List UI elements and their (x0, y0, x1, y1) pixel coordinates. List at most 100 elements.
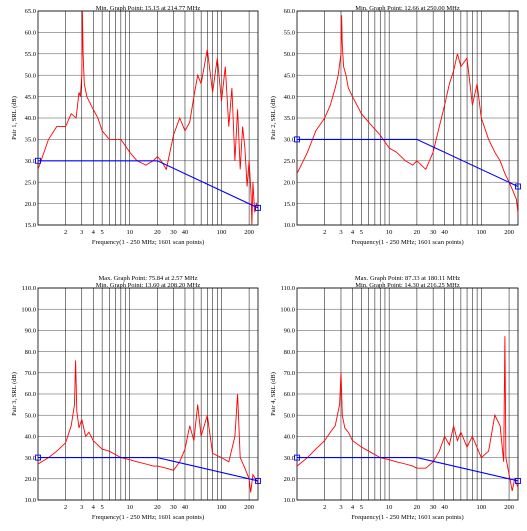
y-tick-label: 60.0 (25, 391, 36, 398)
y-tick-label: 60.0 (284, 391, 295, 398)
y-tick-label: 10.0 (284, 497, 295, 504)
x-tick-label: 40 (182, 229, 189, 236)
y-tick-label: 65.0 (25, 8, 36, 15)
y-tick-label: 20.0 (284, 476, 295, 483)
chart-header-2: Min. Graph Point: 13.60 at 208.20 MHz (96, 282, 201, 289)
x-tick-label: 20 (414, 504, 421, 511)
x-tick-label: 100 (476, 504, 486, 511)
y-tick-label: 15.0 (25, 222, 36, 229)
y-tick-label: 35.0 (284, 115, 295, 122)
x-tick-label: 40 (441, 229, 448, 236)
y-tick-label: 50.0 (25, 72, 36, 79)
x-tick-label: 4 (92, 504, 96, 511)
srl-series-line (37, 360, 259, 493)
y-tick-label: 50.0 (25, 412, 36, 419)
chart-header-2: Min. Graph Point: 14.30 at 216.25 MHz (355, 282, 460, 289)
limit-series-line (38, 160, 259, 209)
x-tick-label: 200 (244, 504, 254, 511)
x-tick-label: 10 (386, 229, 393, 236)
x-tick-label: 5 (360, 229, 363, 236)
x-tick-label: 200 (504, 229, 514, 236)
limit-series-line (297, 138, 519, 187)
y-axis-label: Pair 1, SRL (dB) (11, 96, 18, 140)
chart-header-1: Max. Graph Point: 87.33 at 180.11 MHz (355, 275, 460, 282)
srl-series-line (296, 15, 519, 214)
plot-frame (37, 287, 259, 501)
srl-series-line (37, 10, 259, 225)
limit-series-line (297, 457, 519, 482)
y-tick-label: 20.0 (25, 476, 36, 483)
plot-frame (37, 10, 259, 226)
y-tick-label: 45.0 (284, 72, 295, 79)
x-tick-label: 10 (126, 229, 133, 236)
chart-panel-2: Min. Graph Point: 12.66 at 250.00 MHz 10.… (270, 5, 521, 246)
y-tick-label: 20.0 (284, 179, 295, 186)
y-tick-label: 50.0 (284, 412, 295, 419)
chart-header-1: Max. Graph Point: 75.84 at 2.57 MHz (98, 275, 197, 282)
x-tick-label: 4 (351, 229, 355, 236)
chart-panel-1: Min. Graph Point: 15.15 at 214.77 MHz 15.… (11, 5, 261, 246)
x-tick-label: 2 (64, 229, 67, 236)
limit-marker (294, 454, 300, 461)
y-tick-label: 10.0 (284, 222, 295, 229)
x-tick-label: 30 (170, 229, 177, 236)
x-tick-label: 40 (441, 504, 448, 511)
y-tick-label: 90.0 (284, 328, 295, 335)
limit-marker (515, 477, 521, 484)
x-axis-label: Frequency(1 - 250 MHz; 1601 scan points) (351, 239, 463, 246)
y-tick-label: 20.0 (25, 201, 36, 208)
plot-frame (296, 287, 519, 501)
limit-marker (255, 204, 261, 211)
x-tick-label: 2 (323, 504, 326, 511)
x-tick-label: 3 (339, 229, 342, 236)
y-tick-label: 100.0 (21, 306, 36, 313)
y-tick-label: 35.0 (25, 137, 36, 144)
x-tick-label: 30 (430, 229, 437, 236)
x-tick-label: 20 (414, 229, 421, 236)
x-tick-label: 100 (217, 229, 227, 236)
x-tick-label: 5 (101, 229, 104, 236)
y-tick-label: 25.0 (25, 179, 36, 186)
x-tick-label: 200 (244, 229, 254, 236)
x-tick-label: 10 (386, 504, 393, 511)
x-tick-label: 4 (92, 229, 96, 236)
y-axis-label: Pair 4, SRL (dB) (270, 372, 277, 416)
y-tick-label: 70.0 (284, 370, 295, 377)
y-tick-label: 100.0 (280, 306, 295, 313)
y-tick-label: 55.0 (25, 51, 36, 58)
y-tick-label: 30.0 (25, 455, 36, 462)
plot-frame (296, 10, 519, 226)
x-tick-label: 10 (126, 504, 133, 511)
limit-marker (294, 136, 300, 143)
limit-marker (255, 477, 261, 484)
y-tick-label: 80.0 (25, 349, 36, 356)
x-tick-label: 30 (170, 504, 177, 511)
y-tick-label: 10.0 (25, 497, 36, 504)
y-tick-label: 80.0 (284, 349, 295, 356)
x-axis-label: Frequency(1 - 250 MHz; 1601 scan points) (92, 239, 204, 246)
srl-series-line (296, 336, 519, 491)
x-tick-label: 100 (476, 229, 486, 236)
y-tick-label: 30.0 (284, 137, 295, 144)
limit-series-line (38, 457, 259, 482)
y-tick-label: 55.0 (284, 30, 295, 37)
y-tick-label: 15.0 (284, 201, 295, 208)
y-tick-label: 40.0 (284, 94, 295, 101)
y-tick-label: 60.0 (25, 30, 36, 37)
x-tick-label: 3 (80, 504, 83, 511)
y-tick-label: 110.0 (22, 285, 36, 292)
y-tick-label: 30.0 (25, 158, 36, 165)
x-tick-label: 5 (360, 504, 363, 511)
y-tick-label: 60.0 (284, 8, 295, 15)
x-tick-label: 30 (430, 504, 437, 511)
x-axis-label: Frequency(1 - 250 MHz; 1601 scan points) (351, 514, 463, 521)
x-tick-label: 200 (504, 504, 514, 511)
chart-header-2: Min. Graph Point: 15.15 at 214.77 MHz (96, 5, 201, 12)
y-tick-label: 50.0 (284, 51, 295, 58)
y-tick-label: 30.0 (284, 455, 295, 462)
y-tick-label: 40.0 (284, 434, 295, 441)
x-tick-label: 5 (101, 504, 104, 511)
y-axis-label: Pair 3, SRL (dB) (11, 372, 18, 416)
y-tick-label: 40.0 (25, 115, 36, 122)
